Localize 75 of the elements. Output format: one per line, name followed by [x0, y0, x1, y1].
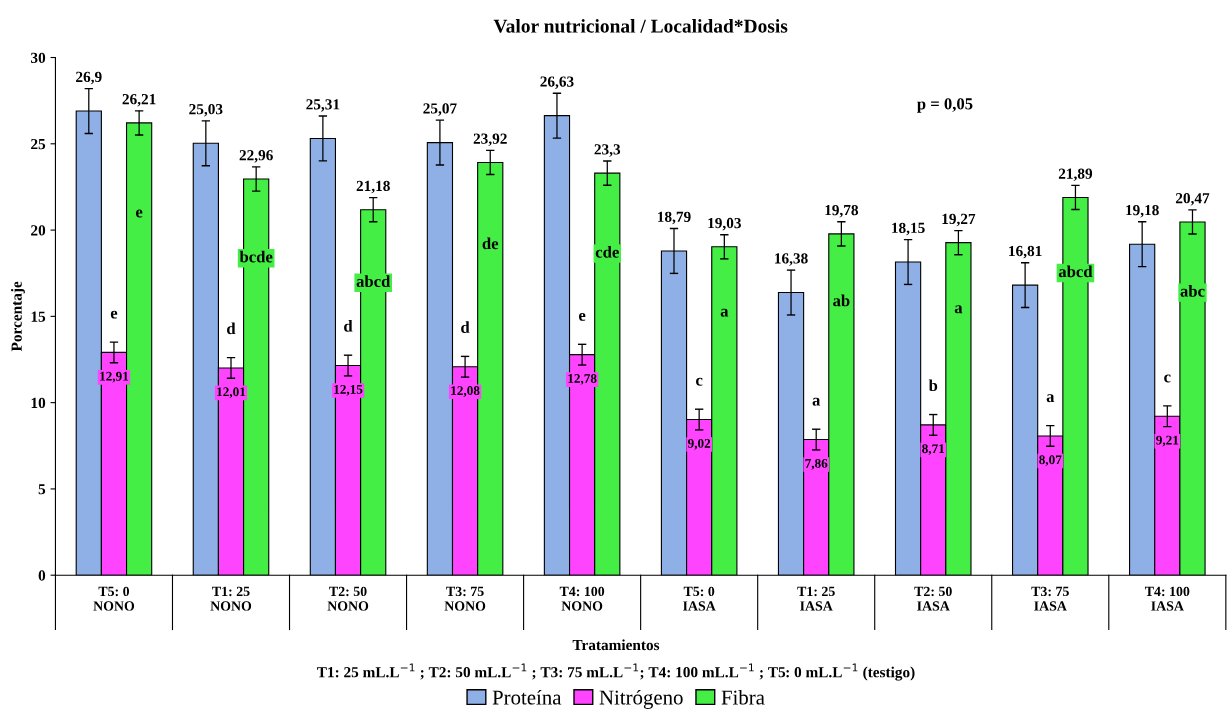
data-label: 19,18	[1126, 204, 1159, 218]
y-axis-title: Porcentaje	[11, 281, 25, 352]
data-label: 12,01	[217, 387, 246, 399]
annotation: e	[135, 209, 143, 218]
data-label: 7,86	[805, 458, 828, 470]
data-label: 12,91	[100, 371, 129, 383]
y-tick-label: 25	[31, 138, 46, 150]
data-label: 9,21	[1156, 435, 1179, 447]
annotation: abc	[1180, 285, 1205, 297]
data-label: 19,78	[825, 204, 859, 218]
data-label: 12,15	[334, 384, 363, 396]
data-label: 23,92	[473, 133, 507, 147]
x-tick-label: T5: 0 IASA	[683, 586, 716, 611]
data-label: 18,15	[892, 222, 925, 236]
y-tick-label: 10	[31, 397, 46, 409]
x-tick-label: T3: 75 NONO	[444, 586, 486, 611]
data-label: 12,08	[451, 386, 480, 397]
annotation: abcd	[1058, 265, 1093, 278]
annotation: c	[1164, 374, 1171, 383]
data-label: 20,47	[1175, 193, 1210, 206]
x-tick-label: T2: 50 NONO	[327, 586, 369, 611]
data-label: 19,03	[708, 217, 741, 231]
annotation: a	[720, 308, 729, 317]
y-tick-label: 0	[38, 570, 46, 581]
annotation: de	[482, 237, 499, 250]
data-label: 25,03	[189, 103, 223, 117]
data-label: 9,02	[687, 438, 711, 450]
data-label: 18,79	[658, 211, 691, 225]
data-label: 26,21	[122, 94, 156, 107]
y-tick-label: 5	[38, 484, 46, 495]
annotation: cde	[595, 245, 619, 258]
data-label: 26,63	[540, 76, 574, 89]
data-label: 22,96	[239, 150, 273, 163]
data-label: 25,31	[306, 99, 340, 112]
x-axis-title: Tratamientos	[572, 639, 660, 651]
annotation: ab	[833, 294, 850, 307]
y-tick-label: 30	[31, 52, 46, 63]
y-tick-label: 15	[31, 311, 46, 322]
x-tick-label: T5: 0 NONO	[93, 586, 135, 611]
legend-label: Nitrógeno	[599, 689, 683, 709]
data-label: 12,78	[568, 374, 597, 385]
annotation: c	[696, 377, 703, 386]
x-tick-label: T3: 75 IASA	[1031, 586, 1069, 611]
text: T1: 25 mL.L$^{−1}$ ; T2: 50 mL.L$^{−1}$ ; T3: 75 mL.L$^{−1}$; T4: 100 mL.L$^{−1}$ ; T5: 0 mL.L$^{−1}$ (testigo)	[317, 663, 915, 681]
annotation: a	[1046, 394, 1055, 403]
data-label: 19,27	[942, 213, 976, 227]
x-tick-label: T4: 100 IASA	[1144, 586, 1190, 611]
data-label: 26,9	[76, 71, 102, 85]
data-label: 16,38	[775, 253, 808, 266]
y-tick-label: 20	[31, 225, 46, 236]
legend-label: Fibra	[721, 689, 765, 705]
annotation: b	[928, 379, 938, 392]
x-tick-label: T4: 100 NONO	[559, 586, 605, 611]
annotation: d	[227, 322, 236, 335]
annotation: e	[578, 312, 586, 321]
data-label: 21,89	[1058, 168, 1093, 182]
data-label: 21,18	[356, 180, 390, 194]
annotation: abcd	[356, 275, 391, 287]
annotation: a	[812, 397, 821, 406]
chart-title: Valor nutricional / Localidad*Dosis	[493, 19, 788, 33]
data-label: 16,81	[1009, 245, 1042, 259]
x-tick-label: T1: 25 NONO	[210, 586, 252, 611]
legend-label: Proteína	[492, 689, 562, 705]
annotation: d	[344, 320, 353, 332]
data-label: 8,71	[922, 444, 945, 456]
annotation: a	[954, 305, 963, 314]
x-tick-label: T1: 25 IASA	[797, 586, 835, 611]
annotation: bcde	[239, 250, 273, 263]
annotation: p = 0,05	[917, 98, 973, 113]
annotation: e	[110, 310, 118, 319]
annotation: d	[461, 321, 470, 333]
data-label: 23,3	[594, 144, 621, 157]
data-label: 25,07	[423, 103, 457, 116]
data-label: 8,07	[1039, 455, 1062, 467]
x-tick-label: T2: 50 IASA	[914, 586, 952, 611]
